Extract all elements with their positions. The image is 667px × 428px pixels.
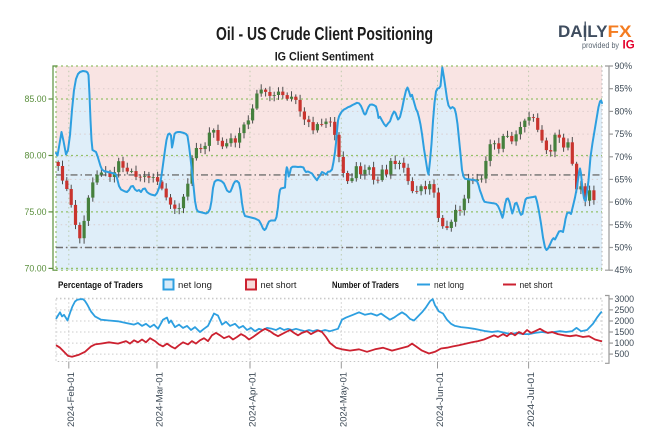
svg-text:IG Client Sentiment: IG Client Sentiment: [275, 49, 374, 63]
svg-text:75.00: 75.00: [24, 207, 46, 217]
svg-text:1000: 1000: [615, 338, 635, 348]
svg-text:net long: net long: [434, 280, 464, 291]
svg-text:500: 500: [615, 349, 630, 359]
svg-text:2500: 2500: [615, 305, 635, 315]
svg-text:1500: 1500: [615, 327, 635, 337]
svg-text:3000: 3000: [615, 294, 635, 304]
svg-text:85%: 85%: [615, 84, 633, 94]
svg-text:45%: 45%: [615, 265, 633, 275]
svg-text:80%: 80%: [615, 106, 633, 116]
svg-text:Percentage of Traders: Percentage of Traders: [58, 280, 143, 291]
svg-text:2024-Jul-01: 2024-Jul-01: [526, 372, 536, 427]
svg-text:55%: 55%: [615, 220, 633, 230]
svg-text:85.00: 85.00: [24, 94, 46, 104]
svg-text:FX: FX: [608, 23, 632, 41]
svg-text:60%: 60%: [615, 197, 633, 207]
svg-text:2024-Mar-01: 2024-Mar-01: [154, 372, 164, 427]
svg-text:provided by: provided by: [582, 41, 619, 50]
svg-text:2000: 2000: [615, 316, 635, 326]
svg-text:net short: net short: [261, 280, 297, 291]
svg-text:IG: IG: [623, 40, 635, 52]
svg-text:2024-May-01: 2024-May-01: [339, 372, 349, 427]
svg-text:70%: 70%: [615, 152, 633, 162]
svg-text:50%: 50%: [615, 243, 633, 253]
svg-text:net short: net short: [520, 280, 553, 291]
svg-text:Number of Traders: Number of Traders: [332, 280, 399, 291]
svg-text:DAILY: DAILY: [558, 23, 608, 41]
svg-text:75%: 75%: [615, 129, 633, 139]
svg-text:80.00: 80.00: [24, 151, 46, 161]
svg-text:90%: 90%: [615, 61, 633, 71]
svg-text:2024-Apr-01: 2024-Apr-01: [247, 372, 257, 427]
svg-text:net long: net long: [178, 280, 212, 291]
svg-text:70.00: 70.00: [24, 263, 46, 273]
svg-text:Oil - US Crude Client Position: Oil - US Crude Client Positioning: [216, 23, 433, 44]
svg-text:2024-Feb-01: 2024-Feb-01: [66, 372, 76, 427]
svg-text:65%: 65%: [615, 174, 633, 184]
svg-text:2024-Jun-01: 2024-Jun-01: [435, 372, 445, 427]
